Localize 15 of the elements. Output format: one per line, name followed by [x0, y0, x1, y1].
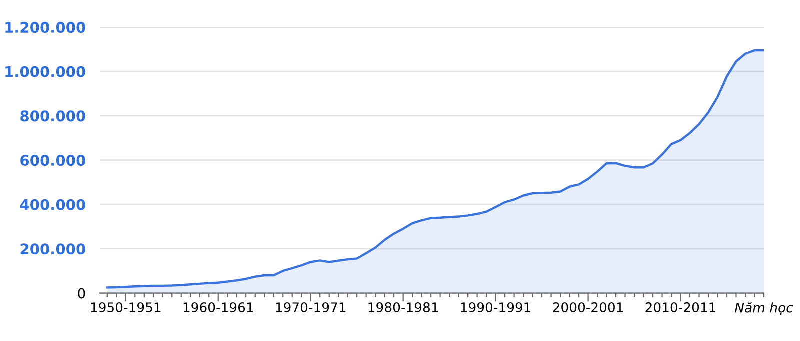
y-tick-label: 1.200.000 — [6, 22, 86, 34]
x-tick-label: 2000-2001 — [553, 302, 624, 312]
x-tick-label: 1980-1981 — [368, 302, 438, 312]
y-tick-label: 0 — [78, 288, 86, 299]
x-tick-label: 2010-2011 — [646, 302, 716, 312]
x-tick-label: 1970-1971 — [276, 302, 346, 312]
x-tick-label: 1990-1991 — [461, 302, 531, 312]
y-tick-label: 800.000 — [20, 110, 86, 122]
x-tick-label: 1960-1961 — [184, 302, 254, 312]
y-tick-label: 1.000.000 — [6, 66, 86, 78]
y-tick-label: 200.000 — [20, 244, 86, 255]
x-axis-title: Năm học — [735, 302, 794, 316]
x-tick-label: 1950-1951 — [91, 302, 161, 312]
y-tick-label: 400.000 — [20, 199, 86, 210]
y-tick-label: 600.000 — [20, 154, 86, 166]
